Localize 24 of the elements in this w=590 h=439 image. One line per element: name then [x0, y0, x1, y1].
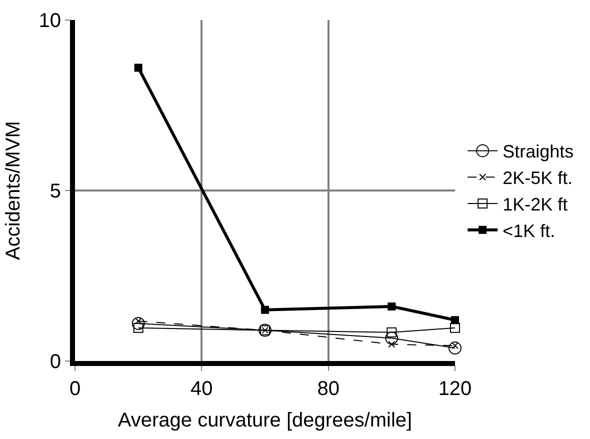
x-axis-title: Average curvature [degrees/mile] [118, 410, 412, 432]
y-tick-label: 10 [38, 10, 61, 32]
legend-label: <1K ft. [502, 220, 556, 241]
point [132, 316, 145, 330]
point [386, 327, 397, 338]
point [448, 342, 462, 355]
y-axis-title: Accidents/MVM [2, 121, 24, 260]
point [388, 302, 396, 310]
x-tick-label: 0 [69, 378, 81, 400]
point [134, 64, 142, 72]
point [451, 316, 459, 324]
point [450, 322, 460, 333]
x-tick-label: 120 [438, 378, 472, 400]
legend-label: 2K-5K ft. [502, 168, 573, 188]
x-tick-label: 40 [190, 378, 213, 400]
point [261, 306, 269, 314]
legend-label: 1K-2K ft [502, 194, 568, 215]
point [133, 322, 144, 333]
point [388, 340, 396, 348]
x-tick-label: 80 [317, 378, 340, 400]
y-tick-label: 0 [50, 351, 61, 373]
y-tick-label: 5 [50, 180, 61, 202]
point [385, 332, 398, 345]
legend-label: Straights [502, 142, 574, 162]
